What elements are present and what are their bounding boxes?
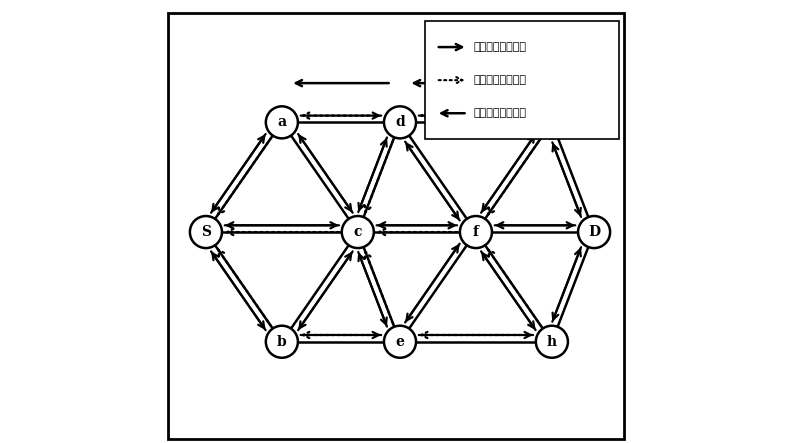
- Circle shape: [384, 326, 416, 358]
- Circle shape: [384, 106, 416, 138]
- Text: 广播路由请求消息: 广播路由请求消息: [474, 42, 527, 52]
- Text: f: f: [473, 225, 479, 239]
- Polygon shape: [168, 13, 624, 439]
- Text: c: c: [354, 225, 362, 239]
- Polygon shape: [426, 21, 619, 139]
- Circle shape: [266, 326, 298, 358]
- Circle shape: [536, 326, 568, 358]
- Text: 单播路由应答消息: 单播路由应答消息: [474, 108, 527, 118]
- Text: D: D: [588, 225, 600, 239]
- Text: e: e: [395, 335, 405, 349]
- Text: d: d: [395, 115, 405, 129]
- Text: b: b: [277, 335, 286, 349]
- Circle shape: [536, 106, 568, 138]
- Circle shape: [266, 106, 298, 138]
- Text: S: S: [201, 225, 211, 239]
- Text: h: h: [547, 335, 557, 349]
- Circle shape: [342, 216, 374, 248]
- Circle shape: [578, 216, 610, 248]
- Circle shape: [190, 216, 222, 248]
- Text: 丢弃路由请求消息: 丢弃路由请求消息: [474, 75, 527, 85]
- Text: g: g: [547, 115, 557, 129]
- Text: a: a: [278, 115, 286, 129]
- Circle shape: [460, 216, 492, 248]
